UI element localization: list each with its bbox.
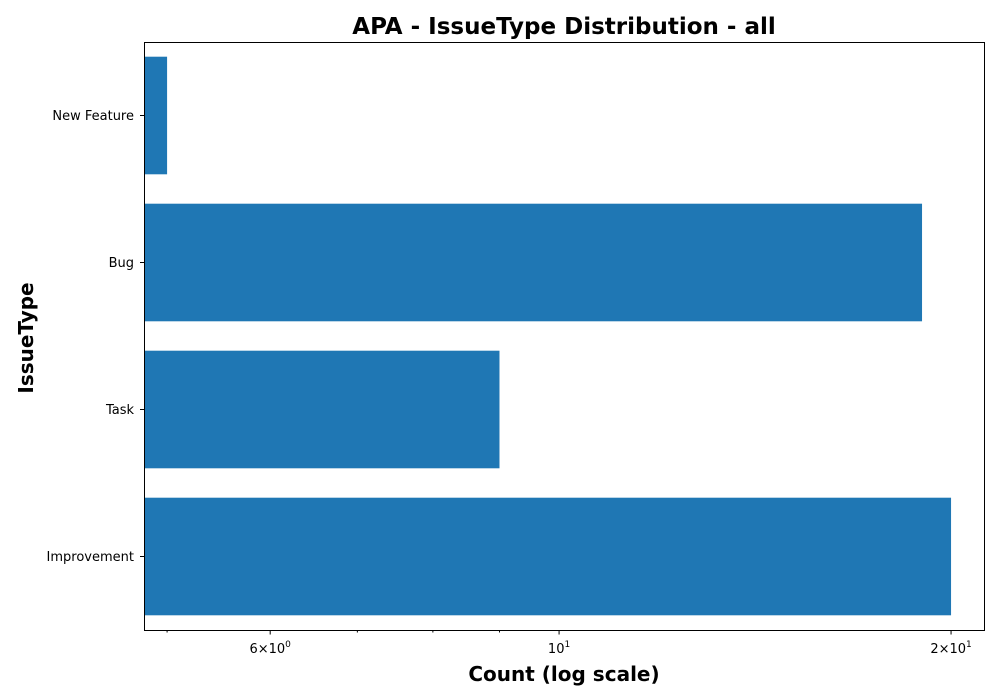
y-axis-ticks: New Feature Bug Task Improvement xyxy=(47,109,144,565)
bars-group xyxy=(144,56,952,616)
bar-task xyxy=(144,350,500,469)
x-tick-label: 101 xyxy=(548,640,570,657)
x-tick-label: 6×100 xyxy=(249,640,291,657)
x-axis-ticks: 6×100 101 2×101 xyxy=(166,630,972,657)
x-axis-label: Count (log scale) xyxy=(468,662,659,686)
bar-improvement xyxy=(144,497,952,616)
x-tick-label: 2×101 xyxy=(930,640,971,657)
y-tick-label-improvement: Improvement xyxy=(47,550,134,565)
bar-bug xyxy=(144,203,923,322)
bar-new-feature xyxy=(144,56,168,175)
y-tick-label-bug: Bug xyxy=(109,256,134,271)
y-tick-label-new-feature: New Feature xyxy=(52,109,134,124)
plot-frame xyxy=(144,42,985,631)
y-axis-label: IssueType xyxy=(14,282,38,393)
y-tick-label-task: Task xyxy=(105,403,135,418)
chart-title: APA - IssueType Distribution - all xyxy=(352,14,775,40)
